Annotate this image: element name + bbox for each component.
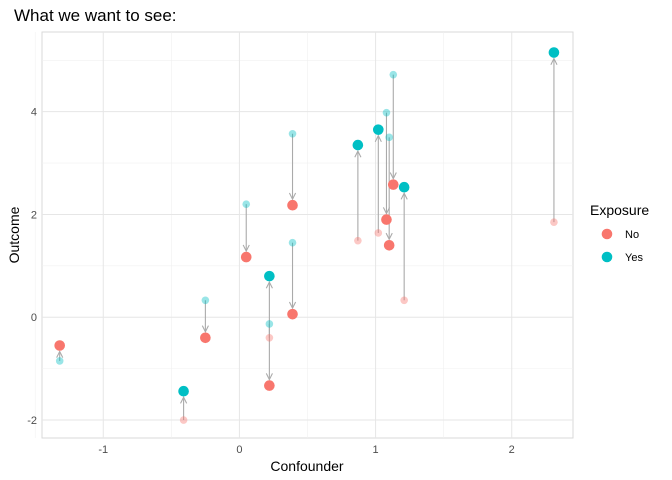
x-tick-label: 0 — [236, 444, 242, 456]
observed-point — [200, 332, 211, 344]
counterfactual-point — [265, 320, 274, 328]
observed-point — [352, 139, 364, 151]
counterfactual-point — [382, 108, 391, 117]
legend-key-yes — [601, 251, 613, 263]
minor-gridlines — [34, 32, 573, 438]
counterfactual-point — [288, 238, 297, 247]
observed-point — [264, 270, 275, 282]
counterfactual-point — [265, 333, 274, 342]
counterfactual-point — [179, 416, 188, 424]
counterfactual-point — [242, 200, 251, 208]
x-tick-label: 1 — [373, 444, 379, 456]
legend-key-no — [601, 228, 613, 240]
y-axis-title: Outcome — [6, 206, 22, 263]
counterfactual-point — [389, 70, 398, 79]
observed-point — [548, 47, 560, 58]
observed-point — [381, 214, 392, 225]
counterfactual-point — [55, 357, 64, 365]
observed-point — [264, 380, 275, 391]
counterfactual-point — [550, 218, 558, 226]
x-tick-label: 2 — [509, 444, 515, 456]
observed-points — [54, 47, 560, 397]
counterfactual-point — [288, 129, 297, 138]
x-axis-title: Confounder — [270, 458, 344, 474]
counterfactual-point — [400, 296, 408, 305]
chart-title: What we want to see: — [14, 6, 177, 25]
major-gridlines — [42, 32, 573, 438]
observed-point — [178, 385, 189, 397]
legend-entries: No Yes — [601, 228, 643, 264]
observed-point — [287, 308, 298, 320]
counterfactual-point — [354, 236, 362, 245]
y-tick-label: 2 — [31, 209, 37, 221]
counterfactual-arrows — [60, 59, 554, 421]
y-tick-label: 4 — [31, 107, 37, 119]
observed-point — [383, 239, 395, 251]
y-tick-label: 0 — [31, 312, 37, 324]
legend-title: Exposure — [590, 202, 649, 218]
observed-point — [287, 199, 298, 211]
counterfactual-point — [374, 229, 383, 237]
observed-point — [373, 124, 384, 135]
y-axis-ticks: -2 0 2 4 — [27, 107, 37, 427]
observed-point — [387, 179, 399, 190]
observed-point — [398, 181, 410, 193]
legend-label-yes: Yes — [625, 252, 643, 264]
legend: Exposure No Yes — [590, 202, 649, 264]
counterfactual-points — [55, 70, 558, 424]
y-tick-label: -2 — [27, 415, 37, 427]
x-tick-label: -1 — [98, 444, 108, 456]
counterfactual-point — [385, 133, 393, 142]
observed-point — [240, 251, 252, 263]
x-axis-ticks: -1 0 1 2 — [98, 444, 514, 456]
observed-point — [54, 340, 65, 351]
legend-label-no: No — [625, 229, 639, 241]
counterfactual-point — [201, 296, 210, 305]
